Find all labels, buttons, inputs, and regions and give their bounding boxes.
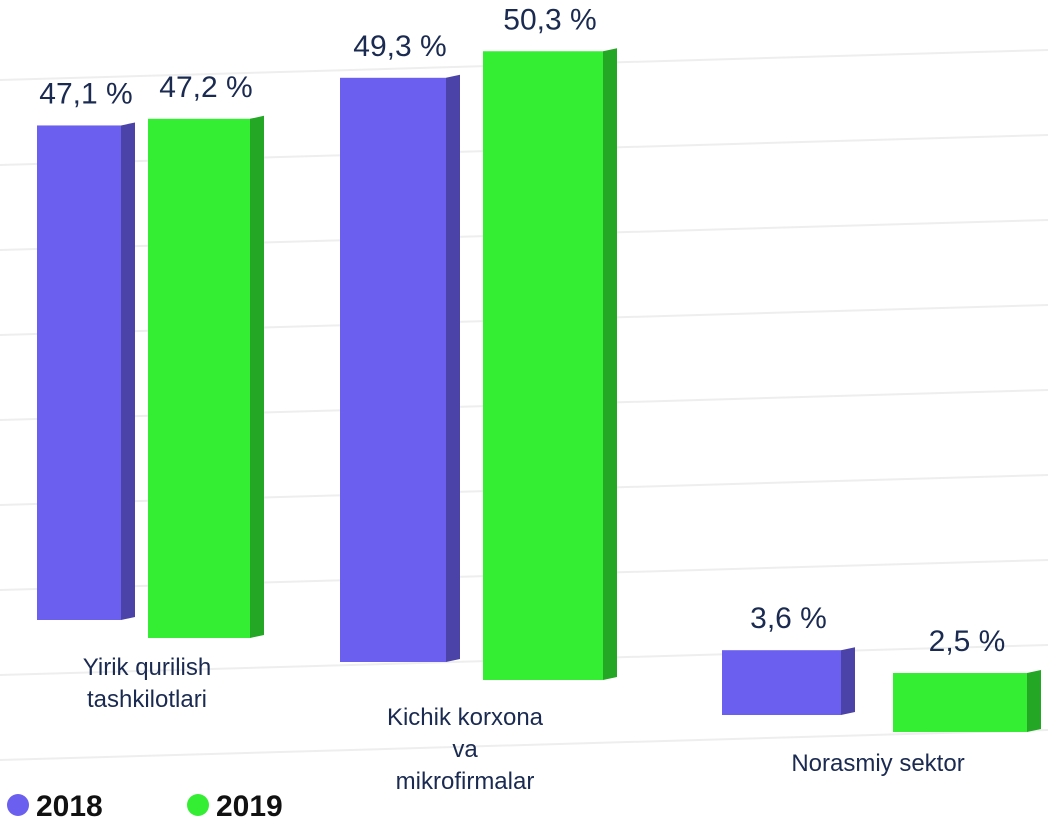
bar xyxy=(37,125,121,620)
category-label: Kichik korxona va mikrofirmalar xyxy=(386,704,544,795)
bar xyxy=(340,77,446,663)
value-label: 47,2 % xyxy=(159,71,252,104)
legend-swatch xyxy=(187,794,209,816)
legend-label: 2018 xyxy=(36,790,103,823)
bar-side xyxy=(250,115,264,639)
category-label: Yirik qurilish tashkilotlari xyxy=(82,654,212,713)
value-label: 2,5 % xyxy=(929,625,1006,658)
value-label: 49,3 % xyxy=(353,30,446,63)
value-label: 3,6 % xyxy=(750,602,827,635)
value-label: 50,3 % xyxy=(503,3,596,36)
bar-side xyxy=(121,122,135,620)
bar xyxy=(483,51,603,680)
bar xyxy=(148,118,250,639)
bar xyxy=(722,650,841,715)
background-line xyxy=(0,729,1048,761)
bar-side xyxy=(1027,670,1041,732)
bar-side xyxy=(841,647,855,715)
value-label: 47,1 % xyxy=(39,77,132,110)
bar-side xyxy=(446,74,460,663)
legend-swatch xyxy=(7,794,29,816)
category-label: Norasmiy sektor xyxy=(791,750,965,777)
bar-side xyxy=(603,48,617,680)
bar xyxy=(893,673,1027,732)
legend-label: 2019 xyxy=(216,790,283,823)
